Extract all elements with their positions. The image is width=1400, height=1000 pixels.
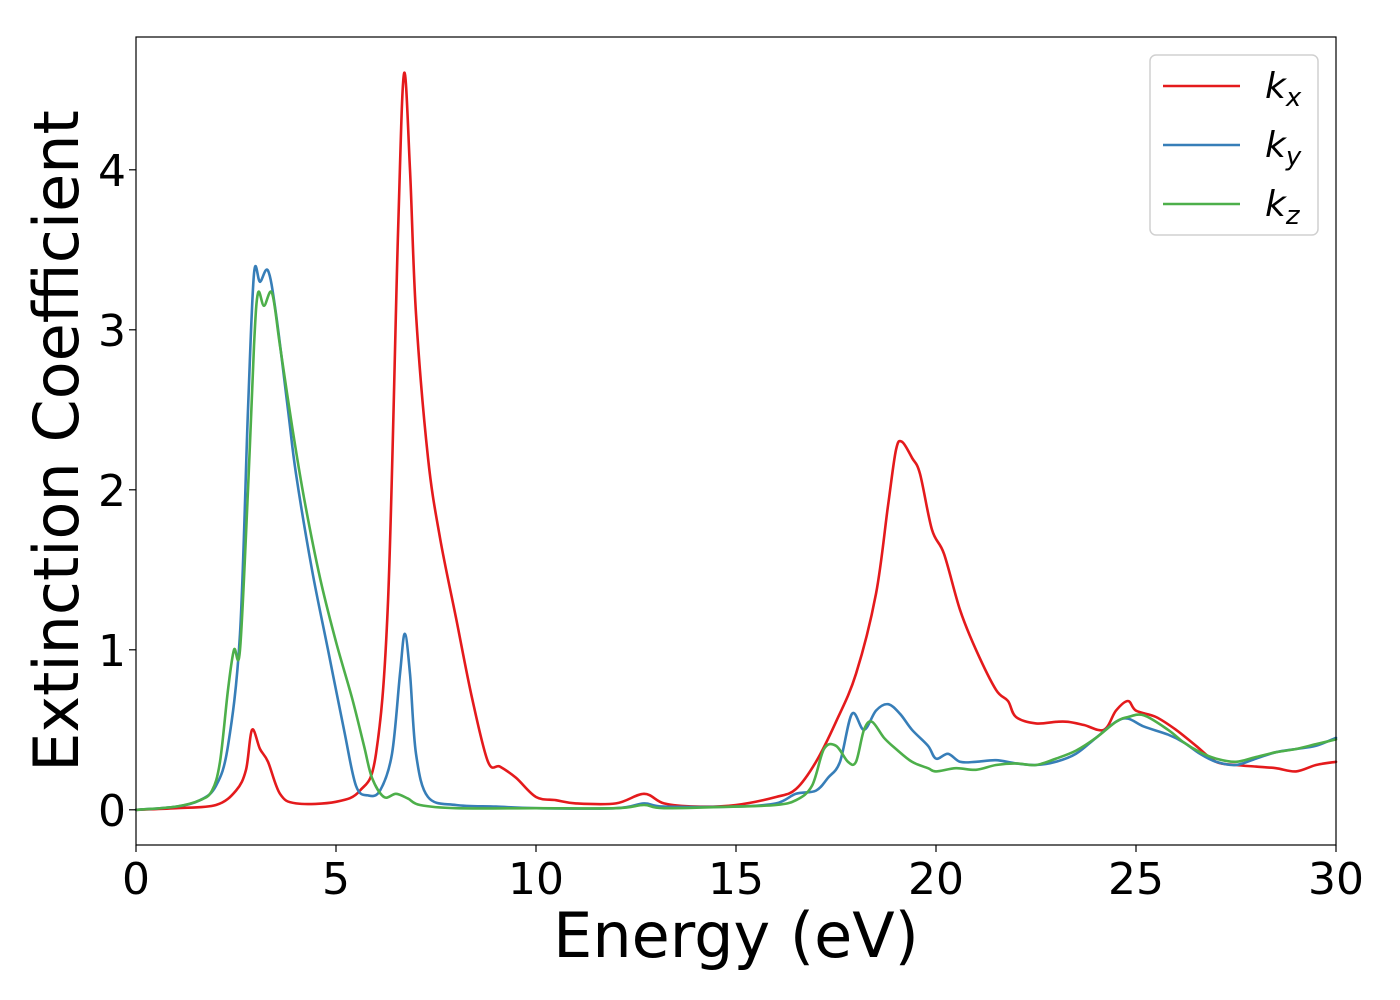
series-layer: [134, 71, 1338, 812]
y-tick-label: 0: [98, 786, 126, 837]
x-axis-title: Energy (eV): [553, 899, 919, 972]
legend: kx ky kz: [1149, 54, 1319, 236]
y-tick-label: 3: [98, 306, 126, 357]
y-tick-label: 4: [98, 146, 126, 197]
legend-label-x: kx: [1265, 66, 1302, 113]
legend-label-y: ky: [1265, 125, 1302, 172]
y-tick-label: 1: [98, 626, 126, 677]
x-tick-label: 5: [322, 854, 350, 905]
x-tick-label: 25: [1108, 854, 1164, 905]
y-tick-label: 2: [98, 466, 126, 517]
x-tick-label: 20: [908, 854, 964, 905]
legend-label-z: kz: [1265, 184, 1301, 231]
series-line-kz: [134, 290, 1338, 812]
x-tick-label: 30: [1308, 854, 1364, 905]
y-axis-title: Extinction Coefficient: [20, 110, 93, 772]
x-tick-label: 10: [508, 854, 564, 905]
series-line-kx: [134, 71, 1338, 812]
x-tick-label: 0: [122, 854, 150, 905]
x-axis-ticks: 0 5 10 15 20 25 30: [122, 845, 1364, 905]
y-axis-ticks: 0 1 2 3 4: [98, 146, 136, 837]
x-tick-label: 15: [708, 854, 764, 905]
